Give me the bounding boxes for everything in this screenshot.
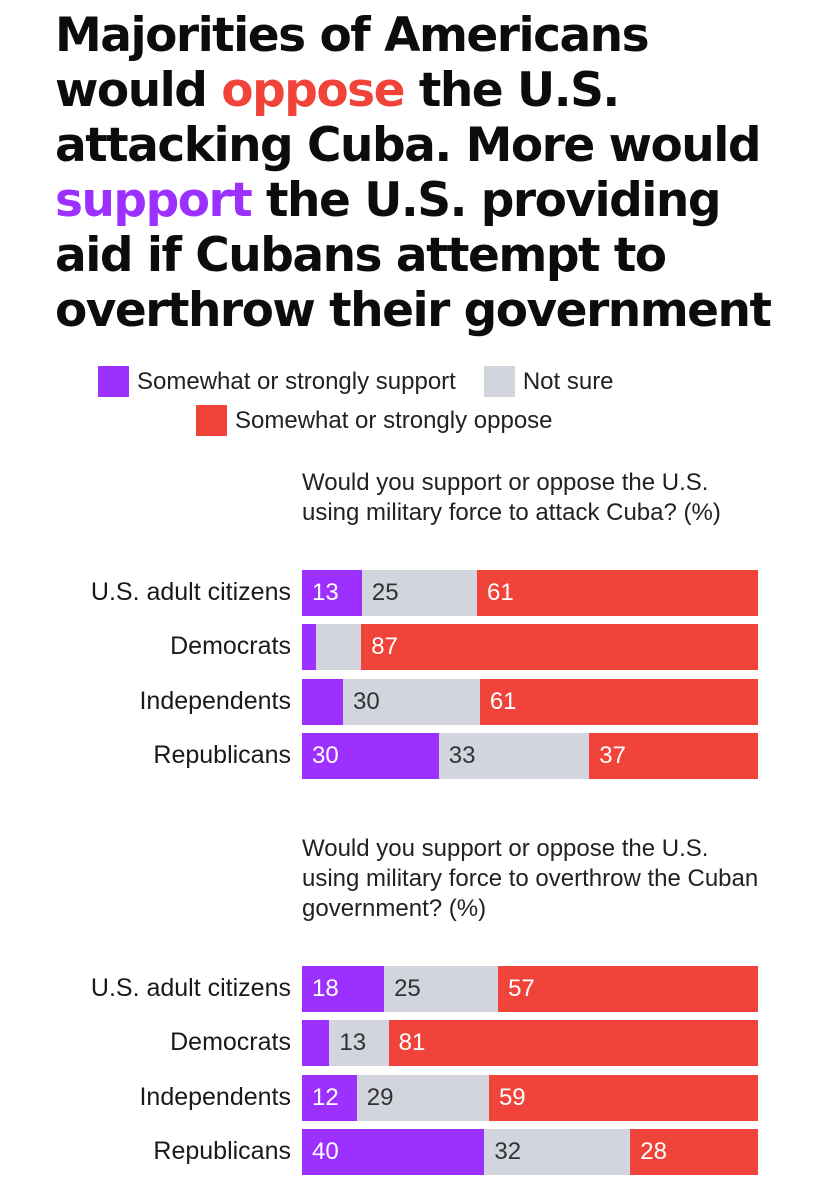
bar-segment-not-sure: 32	[484, 1129, 631, 1175]
bar-segment-support: 40	[302, 1129, 485, 1175]
stacked-bar: 18 25 57	[302, 966, 758, 1012]
bar-segment-oppose: 61	[477, 570, 758, 616]
data-label: 13	[312, 579, 339, 606]
category-label: U.S. adult citizens	[90, 974, 291, 1002]
bar-segment-support	[302, 1020, 330, 1066]
data-label: 40	[312, 1138, 339, 1165]
bar-segment-oppose: 59	[488, 1075, 758, 1121]
category-label: Independents	[139, 1083, 291, 1111]
data-label: 37	[599, 742, 626, 769]
title-part-1: Majorities of Americans would	[55, 8, 650, 118]
data-label: 25	[394, 975, 421, 1002]
bar-segment-oppose: 87	[361, 624, 758, 670]
category-label: Republicans	[153, 1137, 291, 1165]
bar-segment-not-sure: 13	[329, 1020, 389, 1066]
bar-segment-oppose: 28	[630, 1129, 758, 1175]
data-label: 30	[353, 688, 380, 715]
legend-row-2: Somewhat or strongly oppose	[196, 405, 581, 436]
data-label: 32	[494, 1138, 522, 1165]
legend-item-support: Somewhat or strongly support	[98, 366, 456, 397]
category-label: Democrats	[170, 632, 291, 660]
bar-segment-not-sure	[315, 624, 362, 670]
legend-row-1: Somewhat or strongly support Not sure	[98, 366, 642, 397]
bar-segment-oppose: 81	[388, 1020, 758, 1066]
legend-swatch-support	[98, 366, 129, 397]
data-label: 87	[371, 633, 398, 660]
legend-label-not-sure: Not sure	[522, 367, 614, 395]
legend-label-oppose: Somewhat or strongly oppose	[235, 406, 553, 434]
stacked-bar: 30 61	[302, 679, 758, 725]
data-label: 18	[312, 975, 339, 1002]
bar-segment-support: 18	[302, 966, 385, 1012]
data-label: 13	[339, 1029, 367, 1056]
category-label: Republicans	[153, 741, 291, 769]
title-part-2: the U.S. attacking Cuba. More would	[55, 63, 762, 173]
bar-segment-support: 12	[302, 1075, 357, 1121]
data-label: 28	[640, 1138, 667, 1165]
bar-segment-support	[302, 624, 316, 670]
data-label: 29	[366, 1084, 394, 1111]
legend-item-oppose: Somewhat or strongly oppose	[196, 405, 553, 436]
data-label: 81	[398, 1029, 426, 1056]
stacked-bar: 13 81	[302, 1020, 758, 1066]
stacked-bar: 87	[302, 624, 758, 670]
legend-item-not-sure: Not sure	[483, 366, 614, 397]
category-label: Democrats	[170, 1028, 291, 1056]
bar-segment-not-sure: 25	[361, 570, 478, 616]
bar-segment-not-sure: 33	[438, 733, 590, 779]
bar-segment-not-sure: 30	[343, 679, 480, 725]
chart-title: Majorities of Americans would oppose the…	[55, 8, 795, 338]
title-part-3: the U.S. providing aid if Cubans attempt…	[55, 173, 772, 338]
category-label: U.S. adult citizens	[90, 578, 291, 606]
data-label: 61	[489, 688, 517, 715]
title-oppose-word: oppose	[221, 63, 405, 118]
category-label: Independents	[139, 687, 291, 715]
legend-swatch-not-sure	[483, 366, 515, 397]
bar-segment-not-sure: 25	[384, 966, 499, 1012]
legend-label-support: Somewhat or strongly support	[137, 367, 456, 395]
stacked-bar: 13 25 61	[302, 570, 758, 616]
data-label: 12	[312, 1084, 339, 1111]
bar-segment-support	[302, 679, 344, 725]
data-label: 59	[498, 1084, 526, 1111]
bar-segment-not-sure: 29	[356, 1075, 489, 1121]
data-label: 61	[487, 579, 514, 606]
data-label: 25	[371, 579, 399, 606]
data-label: 30	[312, 742, 339, 769]
stacked-bar: 30 33 37	[302, 733, 758, 779]
data-label: 33	[448, 742, 476, 769]
bar-segment-support: 30	[302, 733, 439, 779]
legend-swatch-oppose	[196, 405, 227, 436]
stacked-bar: 40 32 28	[302, 1129, 758, 1175]
bar-segment-oppose: 57	[498, 966, 758, 1012]
bar-segment-oppose: 37	[589, 733, 758, 779]
bar-segment-support: 13	[302, 570, 362, 616]
chart-question: Would you support or oppose the U.S. usi…	[302, 469, 721, 526]
chart-question: Would you support or oppose the U.S. usi…	[302, 835, 759, 922]
bar-segment-oppose: 61	[479, 679, 758, 725]
data-label: 57	[508, 975, 535, 1002]
title-support-word: support	[55, 173, 253, 228]
stacked-bar: 12 29 59	[302, 1075, 758, 1121]
